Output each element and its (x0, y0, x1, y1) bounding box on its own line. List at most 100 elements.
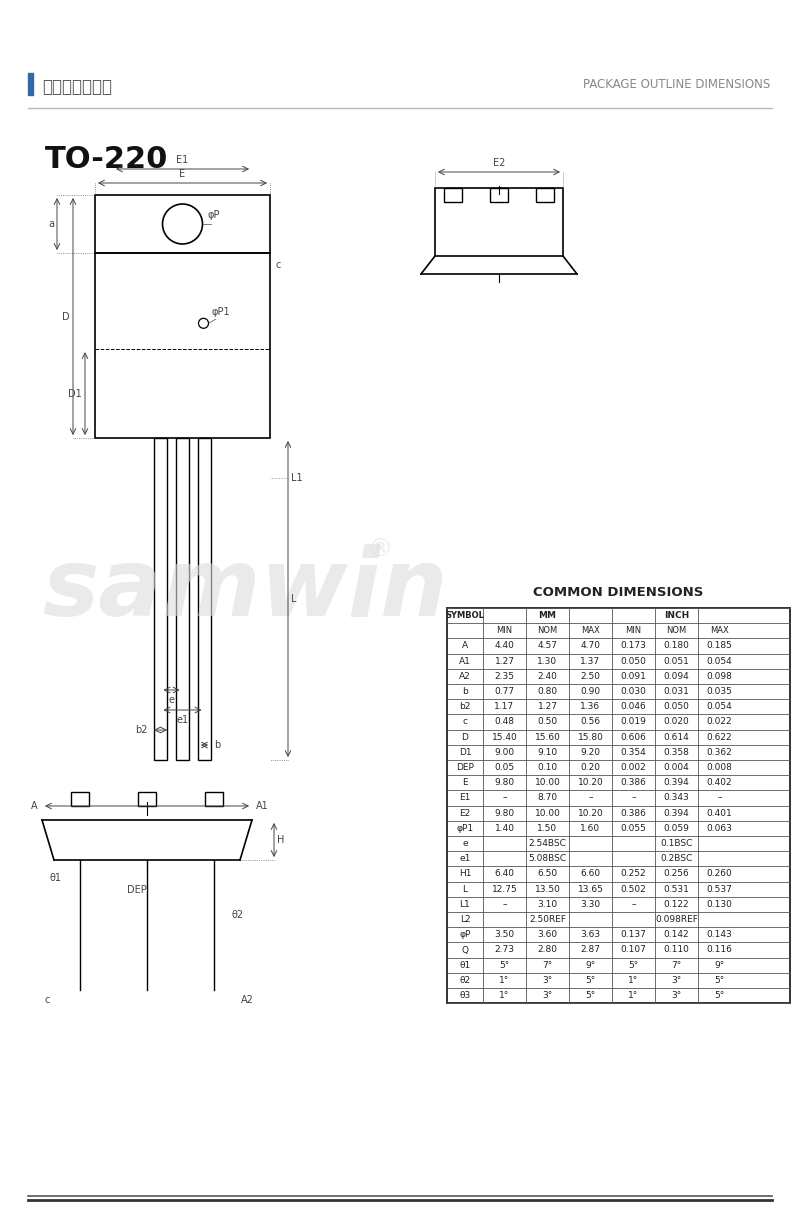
Text: ®: ® (367, 538, 393, 562)
Text: –: – (502, 794, 506, 802)
Text: 0.143: 0.143 (706, 930, 732, 940)
Text: 1°: 1° (499, 976, 510, 985)
Text: E1: E1 (459, 794, 470, 802)
Text: 4.57: 4.57 (538, 641, 558, 651)
Text: 0.050: 0.050 (663, 703, 690, 711)
Bar (95, 195, 270, 253)
Text: 2.87: 2.87 (581, 946, 601, 954)
Bar (444, 188, 462, 202)
Text: a: a (48, 219, 54, 229)
Text: 0.142: 0.142 (664, 930, 690, 940)
Text: 9.10: 9.10 (538, 748, 558, 756)
Text: 0.50: 0.50 (538, 717, 558, 726)
Text: 3°: 3° (542, 991, 553, 1000)
Text: 8.70: 8.70 (538, 794, 558, 802)
Text: 0.252: 0.252 (621, 869, 646, 879)
Text: 6.40: 6.40 (494, 869, 514, 879)
Text: 0.107: 0.107 (621, 946, 646, 954)
Text: 10.20: 10.20 (578, 778, 603, 788)
Text: θ2: θ2 (232, 910, 244, 920)
Text: samwin: samwin (42, 544, 448, 636)
Text: 9.80: 9.80 (494, 809, 514, 818)
Text: 0.054: 0.054 (706, 703, 732, 711)
Text: 2.73: 2.73 (494, 946, 514, 954)
Text: 0.055: 0.055 (621, 824, 646, 833)
Text: 0.046: 0.046 (621, 703, 646, 711)
Text: 5°: 5° (586, 976, 596, 985)
Text: L1: L1 (291, 473, 302, 483)
Text: b2: b2 (459, 703, 470, 711)
Bar (28, 73, 33, 95)
Text: E1: E1 (176, 155, 189, 165)
Text: b: b (214, 741, 220, 750)
Text: MIN: MIN (626, 626, 642, 635)
Text: 3.30: 3.30 (581, 900, 601, 909)
Text: SYMBOL: SYMBOL (446, 611, 485, 620)
Text: 0.059: 0.059 (663, 824, 690, 833)
Text: MIN: MIN (497, 626, 513, 635)
Text: 2.50: 2.50 (581, 671, 601, 681)
Text: 0.122: 0.122 (664, 900, 690, 909)
Text: DEP: DEP (456, 764, 474, 772)
Text: 9°: 9° (586, 960, 596, 970)
Text: 9.20: 9.20 (581, 748, 601, 756)
Text: φP1: φP1 (211, 307, 230, 317)
Text: 0.362: 0.362 (706, 748, 732, 756)
Text: 6.50: 6.50 (538, 869, 558, 879)
Text: 0.098REF: 0.098REF (655, 915, 698, 924)
Text: H1: H1 (458, 869, 471, 879)
Text: θ2: θ2 (459, 976, 470, 985)
Text: 0.614: 0.614 (664, 733, 690, 742)
Text: 2.35: 2.35 (494, 671, 514, 681)
Text: 5°: 5° (499, 960, 510, 970)
Bar (447, 608, 790, 1003)
Text: e1: e1 (459, 855, 470, 863)
Text: NOM: NOM (538, 626, 558, 635)
Text: 0.05: 0.05 (494, 764, 514, 772)
Text: –: – (588, 794, 593, 802)
Text: A1: A1 (256, 801, 269, 811)
Text: 5°: 5° (714, 991, 725, 1000)
Text: 0.354: 0.354 (621, 748, 646, 756)
Text: A: A (462, 641, 468, 651)
Text: 7°: 7° (671, 960, 682, 970)
Text: 15.80: 15.80 (578, 733, 603, 742)
Text: A: A (31, 801, 38, 811)
Text: 1°: 1° (628, 976, 638, 985)
Text: 15.60: 15.60 (534, 733, 561, 742)
Text: L: L (462, 885, 467, 894)
Text: 1°: 1° (499, 991, 510, 1000)
Text: 1.30: 1.30 (538, 657, 558, 665)
Text: 0.185: 0.185 (706, 641, 733, 651)
Text: e1: e1 (177, 715, 189, 725)
Bar (95, 253, 270, 438)
Text: D1: D1 (458, 748, 471, 756)
Text: 0.030: 0.030 (621, 687, 646, 696)
Text: 1°: 1° (628, 991, 638, 1000)
Text: INCH: INCH (664, 611, 689, 620)
Text: MAX: MAX (710, 626, 729, 635)
Text: MM: MM (538, 611, 557, 620)
Text: PACKAGE OUTLINE DIMENSIONS: PACKAGE OUTLINE DIMENSIONS (582, 78, 770, 91)
Text: 2.80: 2.80 (538, 946, 558, 954)
Text: 0.343: 0.343 (664, 794, 690, 802)
Text: 5°: 5° (586, 991, 596, 1000)
Text: b: b (462, 687, 468, 696)
Text: 5°: 5° (714, 976, 725, 985)
Text: 10.00: 10.00 (534, 809, 561, 818)
Bar (205, 792, 223, 806)
Text: 0.054: 0.054 (706, 657, 732, 665)
Text: –: – (718, 794, 722, 802)
Text: 2.50REF: 2.50REF (529, 915, 566, 924)
Text: θ1: θ1 (50, 873, 62, 883)
Text: φP: φP (459, 930, 470, 940)
Text: 4.40: 4.40 (494, 641, 514, 651)
Text: 7°: 7° (542, 960, 553, 970)
Text: A2: A2 (241, 995, 254, 1005)
Text: E: E (462, 778, 468, 788)
Text: 0.358: 0.358 (663, 748, 690, 756)
Text: 0.022: 0.022 (706, 717, 732, 726)
Text: 0.537: 0.537 (706, 885, 733, 894)
Text: E2: E2 (493, 158, 505, 168)
Text: 5.08BSC: 5.08BSC (529, 855, 566, 863)
